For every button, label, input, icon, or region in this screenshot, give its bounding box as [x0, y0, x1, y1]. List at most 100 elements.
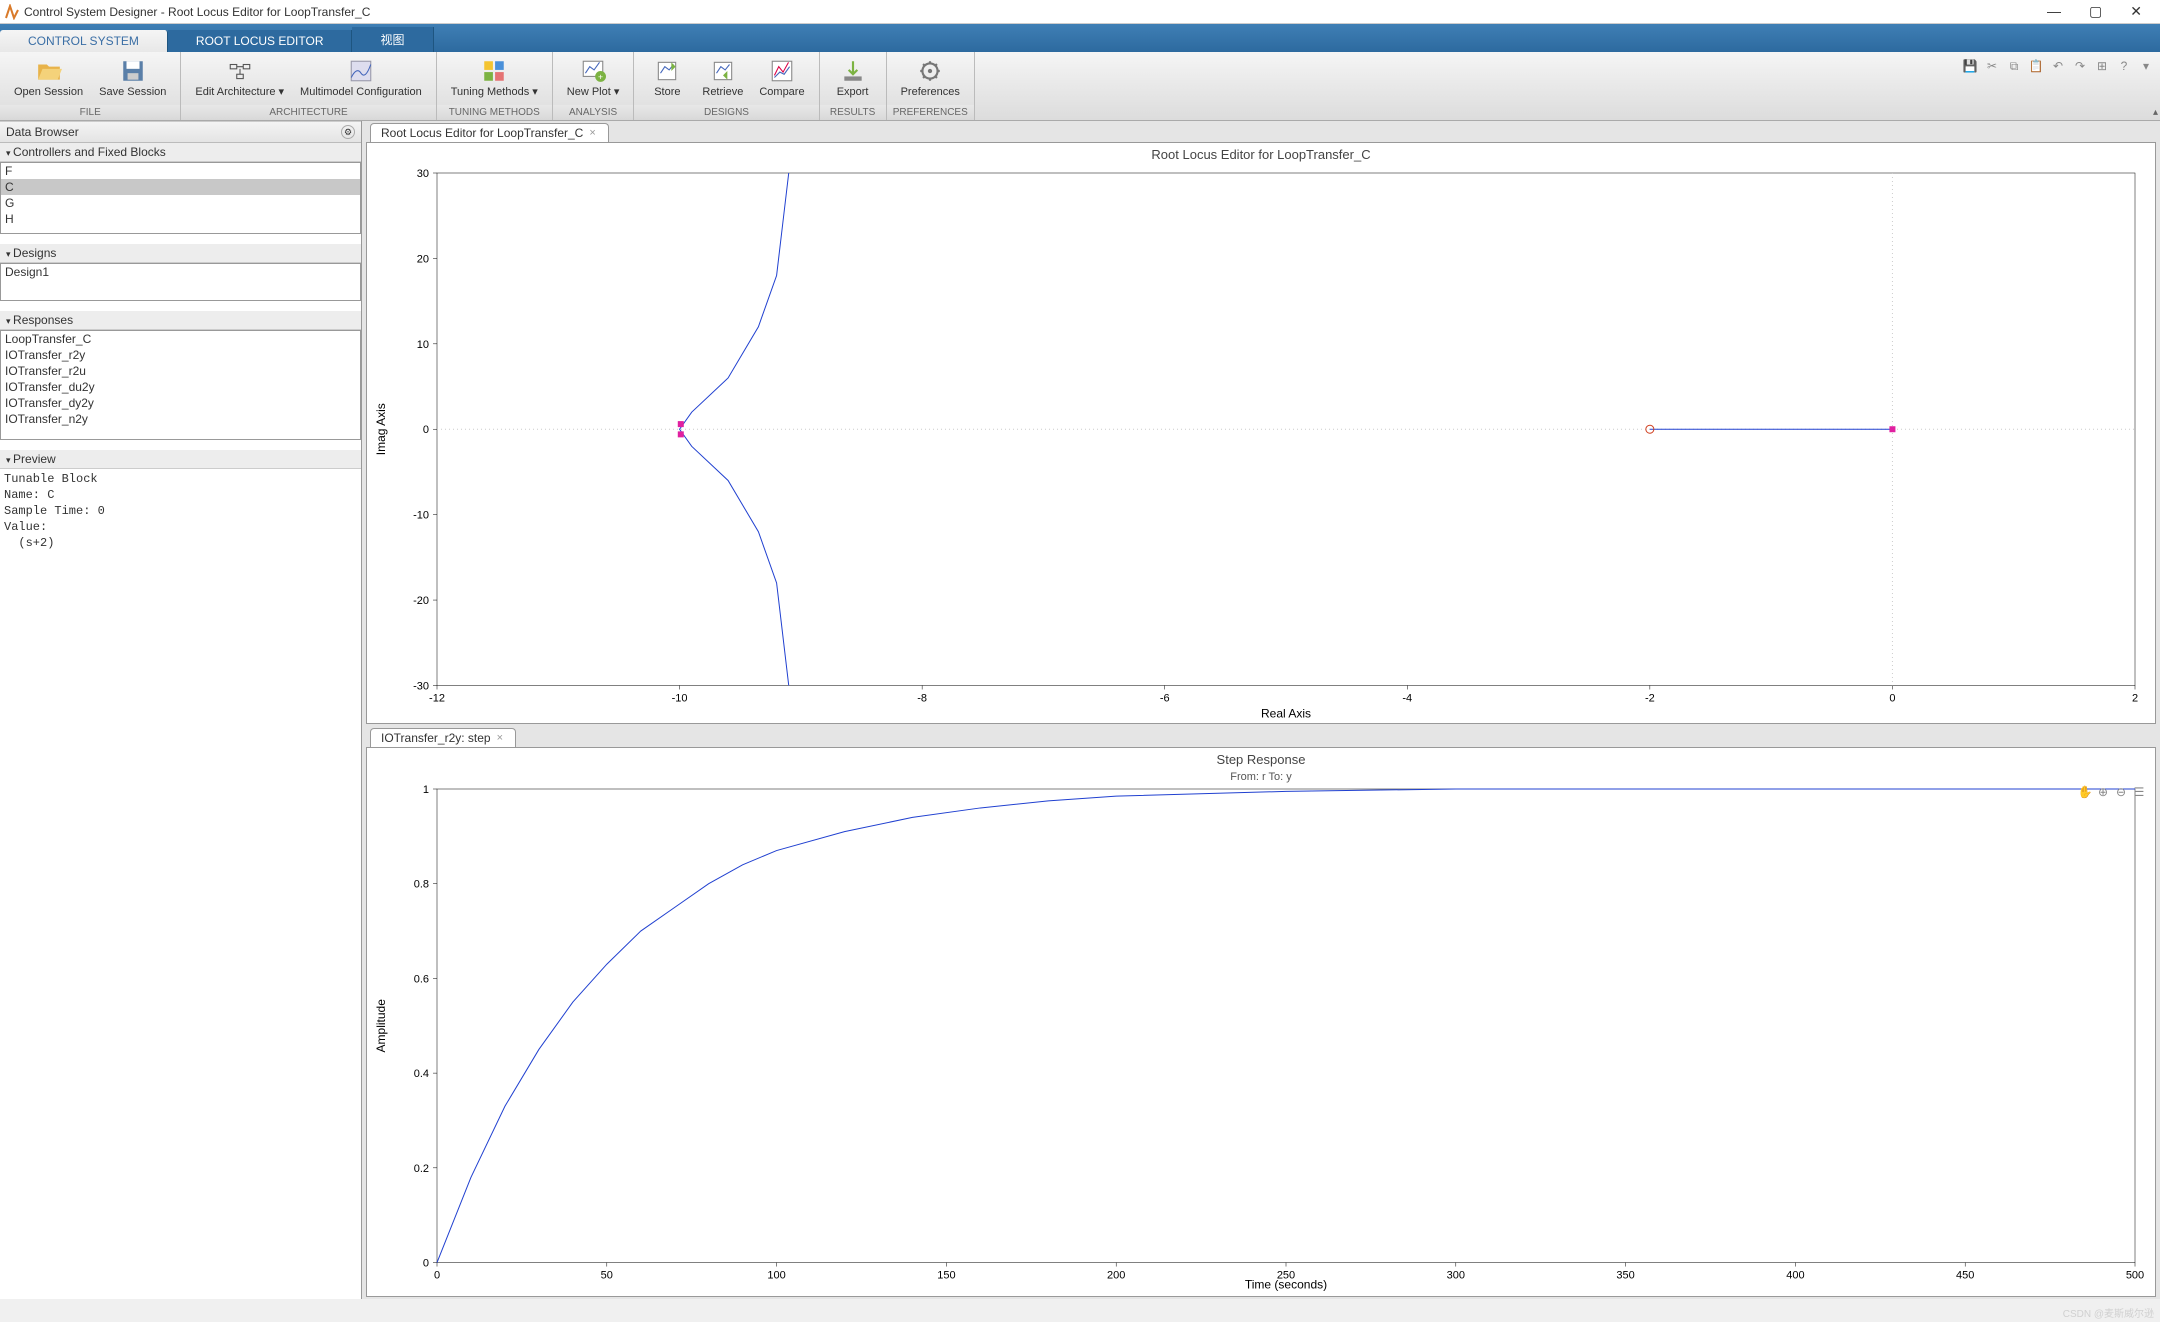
doc-tab-step[interactable]: IOTransfer_r2y: step × [370, 728, 516, 747]
gear-icon[interactable]: ⚙ [341, 125, 355, 139]
ribbon-group-label: ARCHITECTURE [181, 105, 435, 120]
svg-text:500: 500 [2126, 1270, 2144, 1282]
svg-text:300: 300 [1447, 1270, 1465, 1282]
zoom-out-icon[interactable]: ⊖ [2113, 784, 2129, 800]
qa-save-icon[interactable]: 💾 [1960, 56, 1980, 76]
step-response-svg[interactable]: 05010015020025030035040045050000.20.40.6… [367, 783, 2155, 1291]
ribbon-button[interactable]: Save Session [91, 56, 174, 101]
list-item[interactable]: IOTransfer_r2y [1, 347, 360, 363]
list-item[interactable]: H [1, 211, 360, 227]
list-item[interactable]: IOTransfer_du2y [1, 379, 360, 395]
list-item[interactable]: F [1, 163, 360, 179]
svg-text:-4: -4 [1402, 692, 1412, 704]
step-response-plot[interactable]: Step Response From: r To: y ✋ ⊕ ⊖ ☰ 0501… [366, 747, 2156, 1297]
compare-icon [769, 58, 795, 84]
close-icon[interactable]: × [589, 127, 595, 139]
qa-redo-icon[interactable]: ↷ [2070, 56, 2090, 76]
svg-text:100: 100 [767, 1270, 785, 1282]
list-item[interactable]: C [1, 179, 360, 195]
quick-access-toolbar: 💾 ✂ ⧉ 📋 ↶ ↷ ⊞ ? ▾ [1960, 56, 2156, 76]
qa-menu-icon[interactable]: ▾ [2136, 56, 2156, 76]
root-locus-svg[interactable]: -12-10-8-6-4-202-30-20-100102030Real Axi… [367, 166, 2155, 722]
svg-text:0.6: 0.6 [414, 974, 429, 986]
plot-toolbar: ✋ ⊕ ⊖ ☰ [2077, 784, 2147, 800]
svg-text:-8: -8 [917, 692, 927, 704]
svg-text:150: 150 [937, 1270, 955, 1282]
ribbon-group-label: DESIGNS [634, 105, 818, 120]
open-icon [36, 58, 62, 84]
ribbon-group: Edit Architecture ▾ Multimodel Configurat… [181, 52, 436, 120]
ribbon-button[interactable]: Preferences [893, 56, 968, 101]
main-tab[interactable]: CONTROL SYSTEM [0, 30, 168, 52]
close-button[interactable]: ✕ [2124, 3, 2148, 20]
plot-title: Step Response [367, 748, 2155, 771]
ribbon-button-label: Save Session [99, 86, 166, 99]
minimize-button[interactable]: — [2041, 3, 2067, 20]
ribbon-collapse-icon[interactable]: ▴ [2153, 107, 2158, 118]
app-icon [4, 4, 20, 20]
ribbon-group: Open Session Save Session FILE [0, 52, 181, 120]
main-tab[interactable]: 视图 [352, 27, 433, 52]
save-icon [120, 58, 146, 84]
ribbon-button-label: Preferences [901, 86, 960, 99]
zoom-in-icon[interactable]: ⊕ [2095, 784, 2111, 800]
svg-text:Real Axis: Real Axis [1261, 706, 1311, 720]
close-icon[interactable]: × [497, 732, 503, 744]
responses-section-header[interactable]: Responses [0, 311, 361, 330]
plot-title: Root Locus Editor for LoopTransfer_C [367, 143, 2155, 166]
list-item[interactable]: Design1 [1, 264, 360, 280]
svg-text:0.8: 0.8 [414, 879, 429, 891]
main-tab[interactable]: ROOT LOCUS EDITOR [168, 30, 353, 52]
store-icon [654, 58, 680, 84]
ribbon-button[interactable]: Open Session [6, 56, 91, 101]
svg-text:Time (seconds): Time (seconds) [1245, 1278, 1327, 1291]
ribbon-button[interactable]: +New Plot ▾ [559, 56, 628, 101]
ribbon-button[interactable]: Tuning Methods ▾ [443, 56, 546, 101]
svg-text:Amplitude: Amplitude [374, 999, 388, 1053]
doc-tab-rootlocus[interactable]: Root Locus Editor for LoopTransfer_C × [370, 123, 609, 142]
ribbon-group-label: FILE [0, 105, 180, 120]
export-icon [840, 58, 866, 84]
svg-text:400: 400 [1786, 1270, 1804, 1282]
list-item[interactable]: IOTransfer_n2y [1, 411, 360, 427]
ribbon: Open SessionSave SessionFILEEdit Archite… [0, 52, 2160, 121]
tune-icon [481, 58, 507, 84]
svg-text:-30: -30 [413, 680, 429, 692]
root-locus-plot[interactable]: Root Locus Editor for LoopTransfer_C -12… [366, 142, 2156, 724]
list-item[interactable]: G [1, 195, 360, 211]
list-item[interactable]: LoopTransfer_C [1, 331, 360, 347]
controllers-section-header[interactable]: Controllers and Fixed Blocks [0, 143, 361, 162]
ribbon-button[interactable]: Retrieve [694, 56, 751, 101]
ribbon-group-label: RESULTS [820, 105, 886, 120]
qa-paste-icon[interactable]: 📋 [2026, 56, 2046, 76]
data-browser-title: Data Browser [6, 125, 79, 139]
ribbon-button-label: Store [654, 86, 680, 99]
preview-section-header[interactable]: Preview [0, 450, 361, 469]
maximize-button[interactable]: ▢ [2083, 3, 2108, 20]
list-item[interactable]: IOTransfer_dy2y [1, 395, 360, 411]
sidebar: Data Browser ⚙ Controllers and Fixed Blo… [0, 121, 362, 1299]
designs-section-header[interactable]: Designs [0, 244, 361, 263]
main-tabstrip: CONTROL SYSTEMROOT LOCUS EDITOR视图 [0, 24, 2160, 52]
ribbon-button[interactable]: Compare [751, 56, 812, 101]
pan-icon[interactable]: ✋ [2077, 784, 2093, 800]
list-item[interactable]: IOTransfer_r2u [1, 363, 360, 379]
svg-text:0: 0 [434, 1270, 440, 1282]
ribbon-button-label: Edit Architecture ▾ [195, 86, 284, 99]
svg-text:50: 50 [601, 1270, 613, 1282]
svg-text:10: 10 [417, 339, 429, 351]
window-title: Control System Designer - Root Locus Edi… [24, 5, 2041, 19]
qa-undo-icon[interactable]: ↶ [2048, 56, 2068, 76]
ribbon-button[interactable]: Export [826, 56, 880, 101]
qa-copy-icon[interactable]: ⧉ [2004, 56, 2024, 76]
svg-text:-10: -10 [672, 692, 688, 704]
qa-help-icon[interactable]: ? [2114, 56, 2134, 76]
svg-text:-20: -20 [413, 595, 429, 607]
ribbon-button[interactable]: Multimodel Configuration [292, 56, 430, 101]
ribbon-button[interactable]: Store [640, 56, 694, 101]
qa-switch-icon[interactable]: ⊞ [2092, 56, 2112, 76]
ribbon-button[interactable]: Edit Architecture ▾ [187, 56, 292, 101]
legend-icon[interactable]: ☰ [2131, 784, 2147, 800]
svg-text:-10: -10 [413, 510, 429, 522]
qa-cut-icon[interactable]: ✂ [1982, 56, 2002, 76]
